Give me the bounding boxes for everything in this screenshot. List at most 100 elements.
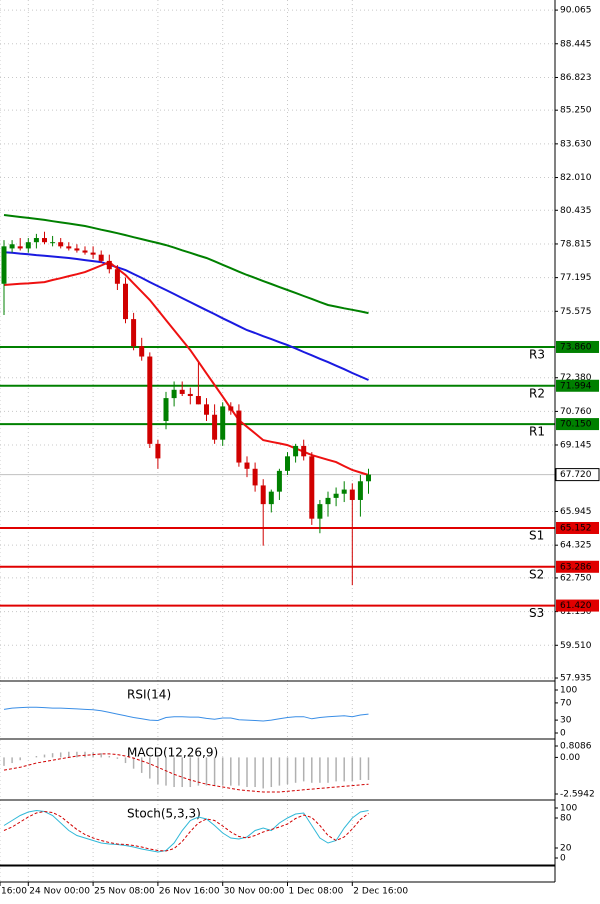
candle-body: [42, 238, 47, 243]
candle-body: [204, 404, 209, 415]
y-tick-label: 64.325: [560, 541, 592, 551]
candle-body: [123, 283, 128, 320]
candle-body: [220, 406, 226, 440]
level-name: S2: [529, 567, 544, 581]
candle-body: [171, 389, 177, 399]
candle-body: [139, 346, 145, 357]
x-tick-label: 30 Nov 00:00: [224, 887, 285, 897]
candle-body: [187, 393, 193, 397]
y-tick-label: 0.00: [560, 753, 580, 763]
x-tick-label: 24 Nov 00:00: [29, 887, 90, 897]
y-tick-label: 80: [560, 814, 572, 824]
y-tick-label: 57.935: [560, 674, 592, 684]
candle-body: [357, 481, 363, 500]
y-tick-label: 62.750: [560, 573, 592, 583]
candle-body: [325, 497, 331, 505]
y-tick-label: 78.815: [560, 239, 592, 249]
indicator-line: [3, 810, 369, 852]
y-tick-label: 100: [560, 686, 577, 696]
y-tick-label: 75.575: [560, 307, 592, 317]
y-tick-label: 83.630: [560, 139, 592, 149]
y-tick-label: 85.250: [560, 106, 592, 116]
candle-body: [155, 443, 161, 459]
candle-body: [90, 252, 96, 255]
level-label-box: [556, 560, 599, 573]
candle-body: [244, 462, 250, 469]
indicator-line: [3, 706, 369, 722]
candle-body: [349, 489, 355, 500]
y-tick-label: 61.130: [560, 607, 592, 617]
candle-body: [17, 246, 23, 249]
indicator-title: MACD(12,26,9): [127, 746, 218, 760]
level-label-box: [556, 599, 599, 612]
candle-body: [252, 468, 258, 486]
candle-body: [212, 414, 218, 440]
indicator-line: [3, 809, 369, 853]
candle-body: [276, 470, 282, 492]
candle-body: [50, 242, 56, 244]
candle-body: [341, 489, 347, 494]
level-label: 70.150: [560, 420, 592, 430]
y-tick-label: 69.145: [560, 440, 592, 450]
y-tick-label: 100: [560, 804, 577, 814]
y-tick-label: 80.435: [560, 206, 592, 216]
candle-body: [66, 246, 72, 249]
candle-body: [58, 242, 64, 247]
level-label-box: [556, 418, 599, 431]
y-tick-label: 88.445: [560, 39, 592, 49]
candle-body: [301, 445, 307, 457]
candle-body: [106, 260, 112, 270]
candle-body: [228, 406, 234, 411]
level-name: S1: [529, 528, 544, 542]
indicator-title: RSI(14): [127, 688, 171, 702]
candle-body: [147, 356, 153, 444]
y-tick-label: 70.760: [560, 407, 592, 417]
y-tick-label: 0: [560, 729, 566, 739]
y-tick-label: 0.8086: [560, 741, 592, 751]
candle-body: [236, 410, 242, 463]
candle-body: [9, 244, 15, 249]
x-tick-label: 2 Dec 16:00: [353, 887, 408, 897]
y-tick-label: 77.195: [560, 273, 592, 283]
candle-body: [33, 238, 39, 243]
y-tick-label: 65.945: [560, 507, 592, 517]
level-label: 63.286: [560, 562, 592, 572]
level-name: S3: [529, 606, 544, 620]
last-price-box: [555, 468, 600, 482]
x-tick-label: 26 Nov 16:00: [159, 887, 220, 897]
level-label: 73.860: [560, 342, 592, 352]
candle-body: [179, 389, 185, 394]
candle-body: [260, 485, 266, 505]
candle-body: [25, 242, 31, 249]
y-tick-label: 72.380: [560, 373, 592, 383]
candle-body: [309, 456, 315, 519]
level-name: R1: [529, 425, 545, 439]
candle-body: [333, 493, 339, 498]
candle-body: [74, 248, 80, 251]
y-tick-label: 30: [560, 716, 572, 726]
indicator-title: Stoch(5,3,3): [127, 807, 201, 821]
candle-body: [293, 445, 299, 457]
last-price-label: 67.720: [560, 470, 592, 480]
candle-body: [195, 396, 201, 405]
candle-body: [366, 474, 371, 482]
moving-average: [3, 251, 369, 381]
x-tick-label: 25 Nov 08:00: [94, 887, 155, 897]
y-tick-label: 70: [560, 698, 572, 708]
level-label: 65.152: [560, 523, 592, 533]
y-tick-label: 86.823: [560, 73, 592, 83]
x-tick-label: 1 Dec 08:00: [289, 887, 344, 897]
candle-body: [268, 491, 274, 505]
candle-body: [82, 250, 88, 253]
level-name: R2: [529, 386, 545, 400]
candle-body: [1, 246, 7, 284]
candle-body: [317, 504, 323, 519]
y-tick-label: 59.510: [560, 641, 592, 651]
indicator-line: [3, 753, 369, 793]
level-label: 61.420: [560, 601, 592, 611]
moving-average: [3, 260, 369, 476]
level-label-box: [556, 379, 599, 392]
y-tick-label: 90.065: [560, 6, 592, 16]
